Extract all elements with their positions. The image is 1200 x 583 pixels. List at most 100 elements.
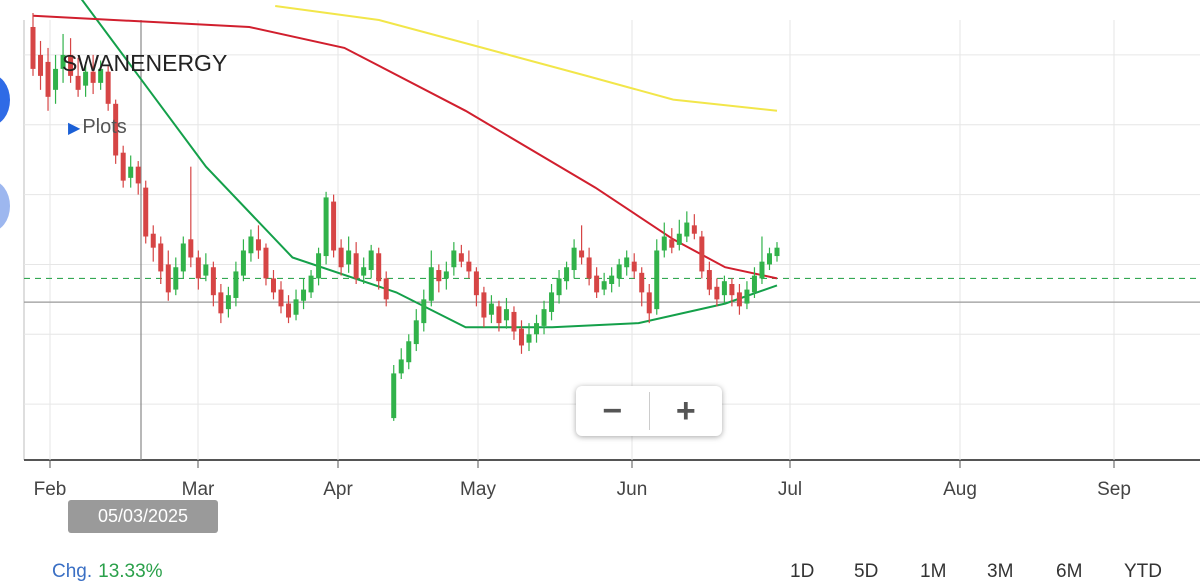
candle-body — [451, 250, 457, 268]
range-ytd-button[interactable]: YTD — [1124, 561, 1162, 582]
candle-body — [443, 271, 449, 279]
candle-body — [616, 264, 622, 279]
side-avatar-light — [0, 180, 10, 232]
candle-body — [83, 71, 89, 86]
range-3m-button[interactable]: 3M — [987, 561, 1014, 582]
candle-body — [586, 257, 592, 279]
candle-body — [286, 303, 292, 318]
candle-body — [699, 236, 705, 272]
side-avatar-blue — [0, 74, 10, 126]
candle-body — [391, 373, 397, 419]
candle-body — [571, 247, 577, 271]
candle-body — [188, 239, 194, 258]
candle-body — [676, 233, 682, 245]
candle-body — [60, 54, 66, 69]
candle-body — [706, 270, 712, 290]
candle-body — [646, 292, 652, 314]
zoom-out-button[interactable]: − — [602, 391, 623, 430]
range-5d-button[interactable]: 5D — [854, 561, 879, 582]
candle-body — [744, 289, 750, 304]
zoom-in-button[interactable]: + — [675, 391, 696, 430]
zoom-control: − + — [576, 386, 722, 436]
candle-body — [128, 166, 134, 178]
series-line-red-ma — [32, 14, 778, 280]
candle-body — [383, 278, 389, 300]
candle-body — [691, 225, 697, 234]
candle-body — [210, 267, 216, 296]
candle-body — [293, 299, 299, 315]
candle-body — [428, 267, 434, 301]
x-tick-label: Sep — [1097, 479, 1131, 500]
candle-body — [68, 54, 74, 76]
plots-label: Plots — [82, 116, 127, 138]
candle-body — [338, 247, 344, 268]
candle-body — [406, 341, 412, 363]
candle-body — [255, 239, 261, 251]
candle-body — [556, 278, 562, 296]
candle-body — [413, 320, 419, 345]
range-1d-button[interactable]: 1D — [790, 561, 815, 582]
candle-body — [473, 271, 479, 296]
candle-body — [503, 309, 509, 321]
candle-body — [736, 292, 742, 307]
candle-body — [270, 278, 276, 293]
candle-body — [488, 303, 494, 315]
candle-body — [135, 166, 141, 184]
candle-body — [624, 257, 630, 268]
candle-body — [113, 103, 119, 156]
candle-body — [766, 253, 772, 265]
zoom-divider — [648, 392, 650, 430]
change-label: Chg. — [52, 561, 93, 582]
candle-body — [511, 311, 517, 332]
candle-body — [376, 253, 382, 282]
candle-body — [481, 292, 487, 318]
candle-body — [721, 281, 727, 296]
candle-body — [165, 264, 171, 293]
candle-body — [466, 261, 472, 272]
candle-body — [751, 275, 757, 293]
candle-body — [120, 152, 126, 181]
candle-body — [759, 261, 765, 279]
x-tick-label: Mar — [182, 479, 215, 500]
candle-body — [714, 286, 720, 300]
candle-body — [105, 71, 111, 104]
candle-body — [218, 292, 224, 314]
candle-body — [30, 26, 36, 69]
crosshair-date-badge: 05/03/2025 — [68, 500, 218, 533]
range-selector: 1D 5D 1M 3M 6M YTD — [780, 561, 1200, 582]
range-1m-button[interactable]: 1M — [920, 561, 947, 582]
x-tick-label: May — [460, 479, 496, 500]
candle-body — [661, 236, 667, 251]
x-tick-label: Aug — [943, 479, 977, 500]
candle-body — [594, 275, 600, 293]
candle-body — [331, 201, 337, 251]
candle-body — [534, 323, 540, 335]
candle-body — [158, 243, 164, 272]
candle-body — [248, 236, 254, 254]
candle-body — [195, 257, 201, 279]
candle-body — [263, 247, 269, 279]
candle-body — [601, 281, 607, 290]
candle-body — [518, 328, 524, 346]
candle-body — [541, 309, 547, 326]
x-tick-label: Jul — [778, 479, 802, 500]
candle-body — [323, 197, 329, 257]
candle-body — [639, 272, 645, 293]
candle-body — [669, 239, 675, 248]
candle-body — [45, 61, 51, 97]
candle-body — [233, 271, 239, 298]
series-line-green-ma — [80, 0, 778, 329]
x-tick-label: Apr — [323, 479, 353, 500]
candle-body — [203, 264, 209, 276]
range-6m-button[interactable]: 6M — [1056, 561, 1083, 582]
candle-body — [496, 306, 502, 324]
change-value: 13.33% — [98, 561, 163, 582]
candle-body — [75, 75, 81, 90]
candle-body — [278, 289, 284, 307]
plots-toggle[interactable]: ▶ Plots — [68, 116, 127, 139]
candle-body — [729, 284, 735, 296]
candle-body — [631, 261, 637, 272]
candle-body — [173, 267, 179, 290]
candle-body — [240, 250, 246, 276]
